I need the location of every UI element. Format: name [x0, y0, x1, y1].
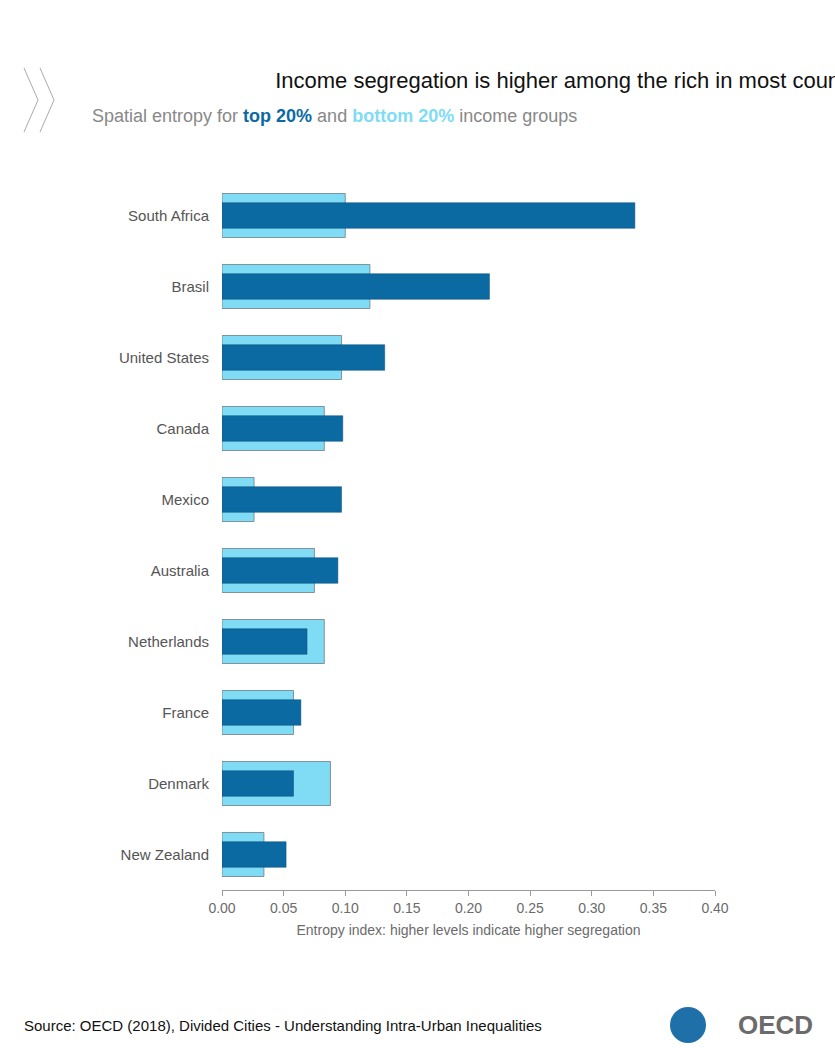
svg-text:Source: OECD (2018), Divided C: Source: OECD (2018), Divided Cities - Un… — [24, 1017, 542, 1034]
svg-text:Canada: Canada — [156, 420, 209, 437]
svg-text:0.00: 0.00 — [208, 900, 235, 916]
svg-text:Netherlands: Netherlands — [128, 633, 209, 650]
svg-text:0.15: 0.15 — [393, 900, 420, 916]
svg-text:Spatial entropy for top 20% an: Spatial entropy for top 20% and bottom 2… — [92, 106, 577, 126]
svg-text:South Africa: South Africa — [128, 207, 210, 224]
svg-text:0.20: 0.20 — [455, 900, 482, 916]
svg-text:0.40: 0.40 — [701, 900, 728, 916]
svg-text:Denmark: Denmark — [148, 775, 209, 792]
svg-text:France: France — [162, 704, 209, 721]
svg-text:0.25: 0.25 — [517, 900, 544, 916]
svg-text:0.05: 0.05 — [270, 900, 297, 916]
svg-text:United States: United States — [119, 349, 209, 366]
svg-text:Brasil: Brasil — [171, 278, 209, 295]
svg-text:0.35: 0.35 — [640, 900, 667, 916]
svg-text:Income segregation is higher a: Income segregation is higher among the r… — [275, 68, 835, 93]
svg-text:0.30: 0.30 — [578, 900, 605, 916]
svg-text:New Zealand: New Zealand — [121, 846, 209, 863]
svg-text:Mexico: Mexico — [161, 491, 209, 508]
svg-text:Australia: Australia — [151, 562, 210, 579]
svg-text:Entropy index: higher levels i: Entropy index: higher levels indicate hi… — [297, 922, 641, 938]
svg-text:0.10: 0.10 — [332, 900, 359, 916]
svg-text:OECD: OECD — [738, 1010, 813, 1040]
